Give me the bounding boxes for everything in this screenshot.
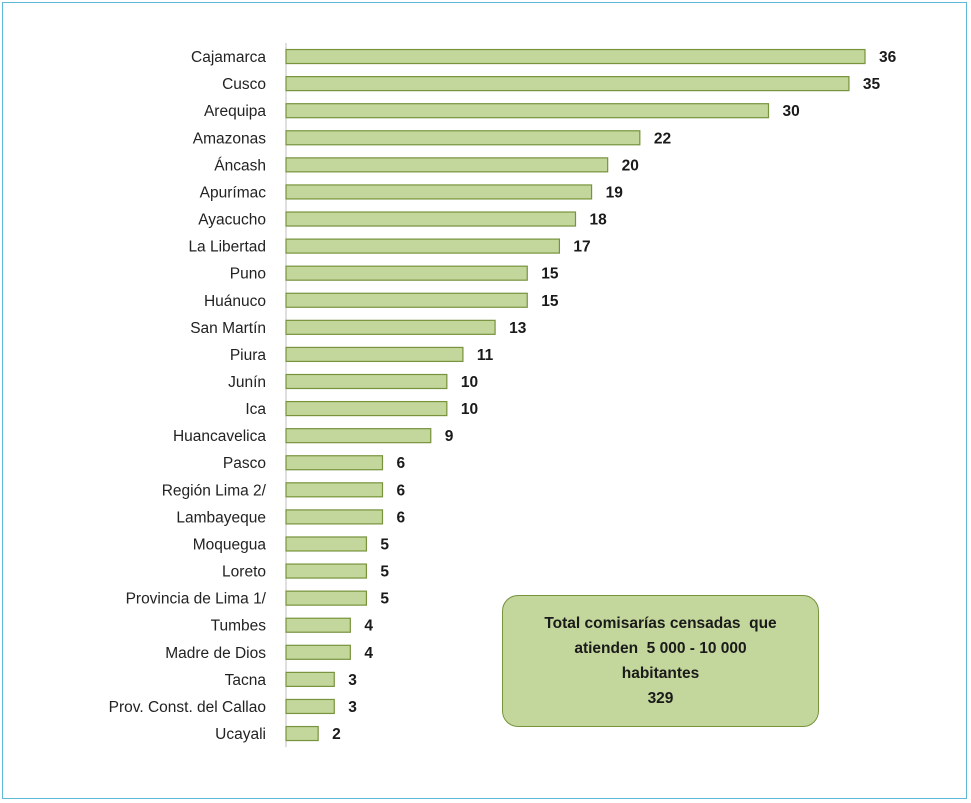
data-label: 5 [380, 591, 389, 608]
category-label: Ica [245, 401, 266, 418]
bar [285, 671, 335, 687]
data-label: 10 [461, 401, 478, 418]
category-label: Puno [230, 266, 266, 283]
total-summary-box: Total comisarías censadas que atienden 5… [502, 595, 819, 727]
category-label: Ayacucho [198, 212, 266, 229]
category-label: Apurímac [200, 184, 267, 201]
total-box-line-2: atienden 5 000 - 10 000 [574, 640, 747, 657]
category-label: San Martín [190, 320, 266, 337]
category-label: Cusco [222, 76, 266, 93]
bar [285, 617, 351, 633]
bar [285, 725, 319, 742]
bar [285, 400, 448, 417]
data-label: 13 [509, 320, 527, 337]
bar [285, 184, 593, 200]
bar [285, 292, 528, 308]
category-label: Áncash [214, 157, 266, 174]
category-label: Loreto [222, 564, 266, 581]
category-label: Tacna [225, 672, 267, 689]
data-label: 5 [380, 564, 389, 581]
data-label: 11 [477, 347, 494, 364]
bar [285, 157, 609, 173]
data-label: 15 [541, 293, 559, 310]
bar [285, 509, 384, 525]
bar [285, 211, 577, 227]
category-label: Junín [228, 374, 266, 391]
category-label: La Libertad [188, 239, 266, 256]
data-label: 4 [364, 618, 373, 635]
data-label: 15 [541, 266, 559, 283]
category-label: Amazonas [193, 130, 266, 147]
data-label: 19 [606, 184, 624, 201]
data-label: 3 [348, 699, 357, 716]
category-label: Huancavelica [173, 428, 266, 445]
total-box-line-3: habitantes [621, 665, 700, 682]
data-label: 22 [654, 130, 671, 147]
bar [285, 130, 641, 146]
category-label: Ucayali [215, 726, 266, 743]
bar [285, 238, 561, 254]
bar [285, 428, 432, 444]
category-label: Región Lima 2/ [162, 482, 267, 499]
category-label: Lambayeque [176, 509, 266, 526]
data-label: 6 [397, 455, 406, 472]
data-label: 6 [397, 482, 406, 499]
total-box-value: 329 [647, 690, 674, 707]
bar [285, 563, 368, 579]
category-label: Arequipa [204, 103, 266, 120]
data-label: 9 [445, 428, 454, 445]
category-label: Prov. Const. del Callao [109, 699, 266, 716]
category-label: Tumbes [211, 618, 267, 635]
data-label: 35 [863, 76, 881, 93]
data-label: 6 [397, 509, 406, 526]
bar [285, 76, 850, 92]
bar [285, 536, 368, 552]
category-label: Piura [230, 347, 267, 364]
data-label: 4 [364, 645, 373, 662]
data-label: 5 [380, 536, 389, 553]
category-label: Madre de Dios [165, 645, 266, 662]
bar [285, 346, 464, 363]
data-label: 17 [573, 239, 590, 256]
bar [285, 319, 496, 335]
category-label: Pasco [223, 455, 266, 472]
bar [285, 455, 384, 471]
bar [285, 482, 384, 498]
bar [285, 698, 335, 715]
bar [285, 590, 368, 606]
bar [285, 373, 448, 390]
data-label: 30 [783, 103, 800, 120]
data-label: 20 [622, 157, 639, 174]
category-label: Huánuco [204, 293, 266, 310]
category-label: Moquegua [193, 536, 267, 553]
data-label: 18 [590, 212, 608, 229]
bar [285, 265, 528, 281]
bar [285, 644, 351, 660]
data-label: 2 [332, 726, 341, 743]
bar [285, 103, 770, 119]
bar [285, 48, 866, 65]
data-label: 3 [348, 672, 357, 689]
data-label: 36 [879, 49, 897, 66]
category-label: Cajamarca [191, 49, 266, 66]
data-label: 10 [461, 374, 478, 391]
category-label: Provincia de Lima 1/ [126, 591, 267, 608]
total-box-line-1: Total comisarías censadas que [544, 615, 777, 632]
